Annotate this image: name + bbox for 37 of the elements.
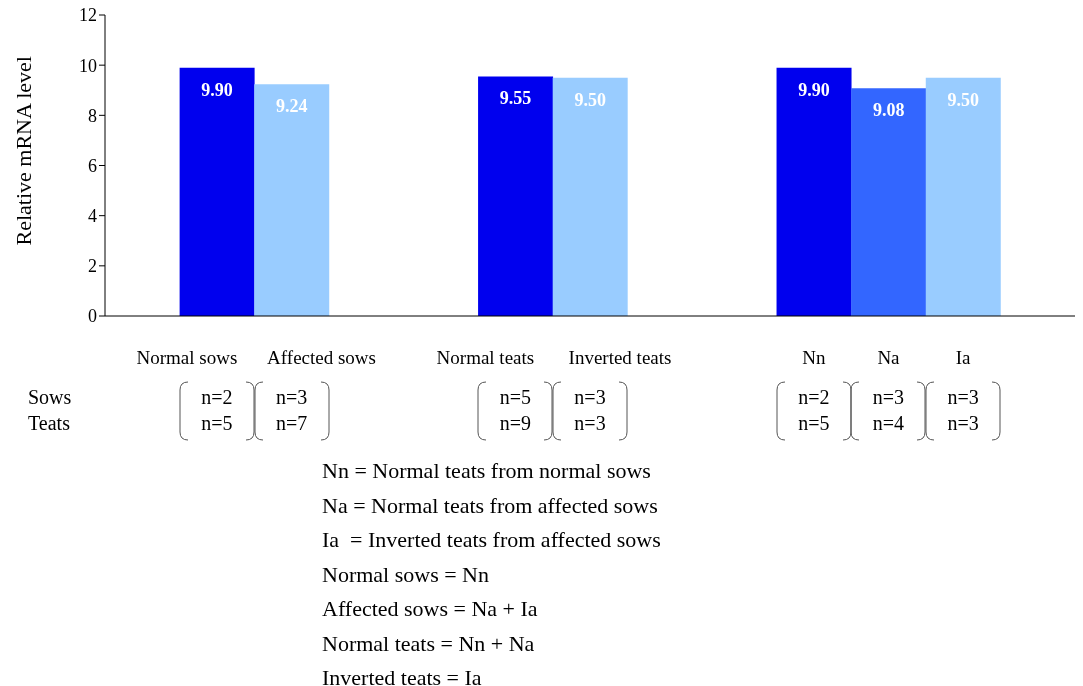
text: n=3 n=7 (274, 386, 309, 435)
text: n=5 n=9 (498, 386, 532, 435)
x-tick-label: Inverted teats (568, 347, 672, 368)
text: n=3 n=3 (573, 386, 607, 435)
x-tick-label: Affected sows (267, 347, 376, 368)
text: Sows Teats (28, 385, 72, 436)
y-axis-title: Relative mRNA level (10, 56, 36, 246)
text: n=3 n=4 (871, 386, 906, 435)
y-tick-label: 10 (79, 55, 97, 76)
data-label: 9.24 (275, 96, 308, 117)
text: Na = Normal teats from affected sows (322, 491, 659, 520)
text: Affected sows = Na + Ia (322, 595, 539, 623)
text: Nn = Normal teats from normal sows (322, 457, 652, 485)
text: Normal sows = Nn (322, 560, 490, 589)
text: Ia = Inverted teats from affected sows (322, 526, 661, 554)
x-tick-label: Normal teats (436, 347, 535, 368)
x-tick-label: Nn (802, 347, 826, 368)
y-tick-label: 8 (88, 105, 97, 126)
text: n=2 n=5 (200, 386, 234, 435)
text: n=2 n=5 (797, 386, 831, 435)
y-tick-label: 2 (88, 256, 97, 277)
text: Inverted teats = Ia (322, 664, 483, 686)
data-label: 9.50 (947, 89, 980, 110)
data-label: 9.55 (499, 88, 532, 109)
data-label: 9.90 (798, 79, 830, 100)
data-label: 9.08 (872, 100, 905, 121)
y-tick-label: 6 (88, 155, 97, 176)
y-tick-label: 4 (88, 206, 97, 227)
x-tick-label: Ia (955, 347, 972, 368)
text: Normal teats = Nn + Na (322, 629, 536, 658)
x-tick-label: Normal sows (136, 347, 238, 368)
data-label: 9.90 (201, 79, 233, 100)
data-label: 9.50 (574, 89, 606, 110)
text: n=3 n=3 (946, 386, 980, 435)
x-tick-label: Na (877, 347, 901, 368)
y-tick-label: 12 (79, 5, 97, 26)
y-tick-label: 0 (88, 306, 97, 327)
